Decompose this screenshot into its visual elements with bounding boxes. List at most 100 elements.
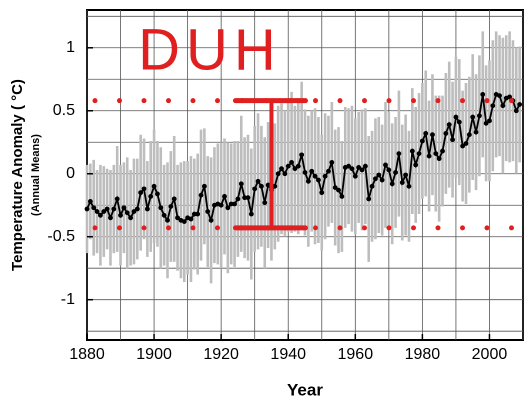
data-point xyxy=(238,181,244,187)
data-point xyxy=(366,196,372,202)
y-tick-label: 1 xyxy=(66,39,75,56)
data-point xyxy=(181,219,187,225)
x-tick-label: 1920 xyxy=(203,346,239,363)
data-point xyxy=(275,171,281,177)
data-point xyxy=(470,114,476,120)
data-point xyxy=(285,163,291,169)
data-point xyxy=(255,178,261,184)
data-point xyxy=(295,163,301,169)
data-point xyxy=(490,103,496,109)
data-point xyxy=(346,163,351,169)
data-point xyxy=(91,205,97,211)
data-point xyxy=(336,187,341,193)
data-point xyxy=(309,168,315,174)
data-point xyxy=(463,141,469,146)
data-point xyxy=(376,172,382,178)
data-point xyxy=(279,166,284,172)
data-point xyxy=(312,173,318,179)
data-point xyxy=(94,209,100,214)
data-point xyxy=(332,185,338,190)
data-point xyxy=(305,178,311,184)
data-point xyxy=(453,114,459,120)
data-point xyxy=(228,201,234,207)
x-tick-label: 1880 xyxy=(69,346,105,363)
data-point xyxy=(416,151,422,156)
x-tick-label: 1960 xyxy=(338,346,374,363)
data-line xyxy=(86,93,521,224)
data-point xyxy=(222,194,227,199)
data-point xyxy=(299,152,305,158)
data-point xyxy=(430,132,435,138)
data-point xyxy=(329,160,335,165)
data-point xyxy=(513,108,519,114)
data-point xyxy=(389,181,395,187)
y-tick-label: 0 xyxy=(66,165,75,182)
data-point xyxy=(396,151,402,156)
data-point xyxy=(262,200,268,206)
data-point xyxy=(409,148,415,154)
data-point xyxy=(134,206,140,212)
data-point xyxy=(433,151,439,156)
data-point xyxy=(339,194,345,199)
data-point xyxy=(151,183,157,189)
data-point xyxy=(248,211,254,217)
x-tick-label: 2000 xyxy=(472,346,508,363)
data-point xyxy=(252,186,258,192)
data-point xyxy=(359,167,365,173)
data-point xyxy=(101,209,107,214)
data-point xyxy=(198,192,204,198)
x-axis-title: Year xyxy=(287,380,323,399)
data-point xyxy=(235,196,241,202)
data-point xyxy=(205,209,211,214)
data-point xyxy=(201,183,207,189)
data-point xyxy=(477,113,482,119)
y-axis-subtitle: (Annual Means) xyxy=(30,134,42,216)
data-point xyxy=(302,170,308,175)
data-point xyxy=(124,210,130,216)
data-point xyxy=(487,118,492,124)
data-point xyxy=(373,176,378,182)
data-point xyxy=(369,183,375,189)
data-point xyxy=(423,131,429,136)
data-point xyxy=(158,205,164,211)
data-point xyxy=(104,206,110,212)
data-point xyxy=(175,215,180,221)
data-point xyxy=(460,143,466,149)
data-point xyxy=(245,195,251,201)
data-point xyxy=(480,91,486,97)
data-point xyxy=(144,206,150,212)
data-point xyxy=(141,186,147,192)
data-point xyxy=(128,215,134,221)
data-point xyxy=(436,156,442,162)
data-point xyxy=(466,132,472,138)
data-point xyxy=(208,217,214,223)
data-point xyxy=(403,172,409,178)
data-point xyxy=(316,177,321,183)
data-point xyxy=(440,148,445,154)
data-point xyxy=(168,204,174,209)
data-point xyxy=(446,122,452,128)
data-point xyxy=(87,199,93,204)
data-point xyxy=(225,205,231,211)
data-point xyxy=(259,183,264,189)
x-tick-label: 1980 xyxy=(405,346,441,363)
data-point xyxy=(148,194,154,199)
y-tick-label: -0.5 xyxy=(47,228,75,245)
data-point xyxy=(165,217,170,223)
data-point xyxy=(426,153,432,159)
data-point xyxy=(161,212,167,218)
annotation: DUH xyxy=(138,17,282,82)
data-point xyxy=(155,191,160,197)
data-point xyxy=(443,131,449,136)
data-point xyxy=(497,93,502,99)
data-point xyxy=(517,102,523,107)
data-point xyxy=(393,170,398,175)
data-point xyxy=(138,190,144,196)
data-point xyxy=(242,195,248,201)
y-axis-title: Temperature Anomaly ( °C) xyxy=(9,79,26,271)
data-point xyxy=(356,165,362,170)
y-tick-label: 0.5 xyxy=(53,102,75,119)
data-point xyxy=(218,202,224,208)
data-point xyxy=(265,182,271,188)
data-point xyxy=(456,119,462,125)
